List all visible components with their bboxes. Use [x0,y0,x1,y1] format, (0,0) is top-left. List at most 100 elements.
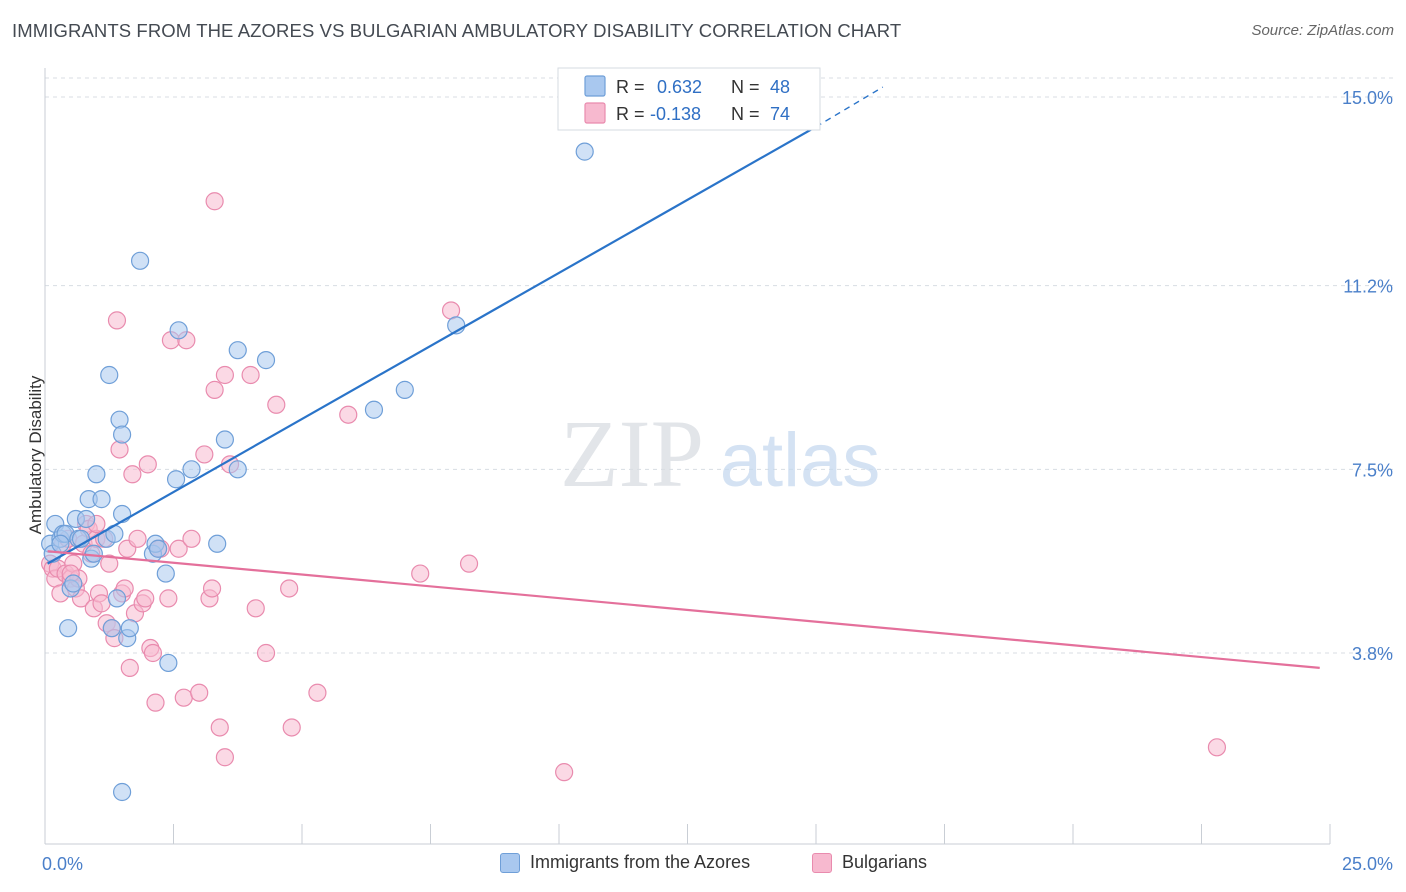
azores-point [112,425,132,444]
legend-swatch-blue [584,75,606,97]
trend-layer [47,86,1320,669]
bulgarian-point [280,579,299,598]
legend-n-value-1: 48 [770,77,790,97]
legend-r-label-1: R = [616,77,645,97]
azores-point [84,544,103,563]
legend-swatch-azores [500,852,520,873]
x-tick-label-min: 0.0% [42,854,83,874]
grid-layer [45,77,1395,654]
azores-point [51,534,70,553]
azores-point [364,400,384,419]
azores-point [148,539,168,558]
legend-bottom: Immigrants from the Azores Bulgarians [0,850,1406,880]
bulgarian-point [146,693,165,712]
azores-trend-extension [815,86,884,128]
points-layer [41,142,1227,802]
azores-point [166,470,186,489]
bulgarian-point [120,658,139,677]
legend-swatch-bulgarians [812,852,832,873]
azores-point [77,509,96,529]
bulgarian-point [555,763,574,782]
azores-point [112,782,132,802]
azores-point [215,430,234,449]
bulgarian-point [123,465,142,484]
bulgarian-point [308,683,327,702]
bulgarian-point [195,445,214,464]
bulgarian-point [202,579,222,598]
azores-point [100,365,119,385]
legend-n-label-1: N = [731,77,760,97]
azores-point [228,460,247,479]
bulgarian-point [1207,738,1227,757]
bulgarian-point [110,440,129,459]
azores-point [64,574,83,593]
bulgarian-point [159,589,178,608]
azores-point [107,589,127,608]
watermark-atlas: atlas [720,418,881,503]
x-tick-labels: 0.0% 25.0% [42,854,1393,874]
azores-point [92,490,111,509]
axis-layer [44,68,1331,845]
azores-trend-line [47,125,817,565]
azores-point [156,564,175,583]
y-tick-label: 15.0% [1342,88,1393,108]
bulgarian-point [190,683,209,702]
azores-point [59,619,78,638]
y-axis-label: Ambulatory Disability [26,375,45,535]
azores-point [159,653,178,673]
bulgarian-trend-line [47,550,1320,669]
bulgarian-point [182,529,201,548]
x-tick-label-max: 25.0% [1342,854,1393,874]
bulgarian-point [128,529,147,548]
bulgarian-point [246,599,265,618]
azores-point [228,341,247,360]
azores-point [575,142,594,161]
legend-item-azores: Immigrants from the Azores [500,852,750,873]
legend-swatch-pink [584,102,606,124]
azores-point [208,534,227,553]
bulgarian-point [205,380,224,399]
bulgarian-point [215,365,234,385]
bulgarian-point [339,405,358,424]
bulgarian-point [256,643,276,663]
legend-item-bulgarians: Bulgarians [812,852,927,873]
azores-point [182,460,201,479]
azores-point [102,619,121,638]
legend-top: R = 0.632 N = 48 R = -0.138 N = 74 [557,67,821,131]
bulgarian-point [282,718,301,737]
legend-label-azores: Immigrants from the Azores [530,852,751,872]
bulgarian-point [92,594,111,613]
bulgarian-point [107,311,127,330]
azores-point [169,321,188,340]
y-tick-label: 7.5% [1352,460,1393,480]
legend-r-value-2: -0.138 [650,104,701,124]
y-tick-label: 11.2% [1343,277,1393,297]
azores-point [110,410,129,429]
bulgarian-point [100,554,119,573]
y-tick-labels: 3.8% 7.5% 11.2% 15.0% [1342,88,1393,664]
legend-label-bulgarians: Bulgarians [842,852,928,872]
watermark-zip: ZIP [560,400,704,507]
azores-point [120,619,139,638]
legend-n-value-2: 74 [770,104,790,124]
bulgarian-point [174,688,193,707]
bulgarian-point [459,554,479,573]
bulgarian-point [143,643,163,663]
bulgarian-point [210,718,229,737]
azores-point [395,380,414,399]
bulgarian-point [241,365,260,385]
chart-title: IMMIGRANTS FROM THE AZORES VS BULGARIAN … [12,20,902,41]
bulgarian-point [205,192,224,211]
azores-point [256,351,276,370]
legend-r-value-1: 0.632 [657,77,702,97]
bulgarian-point [169,539,188,558]
y-tick-label: 3.8% [1352,644,1393,664]
azores-point [130,251,150,270]
azores-point [112,504,132,524]
bulgarian-point [136,589,155,608]
azores-point [87,465,106,484]
watermark: ZIP atlas [560,400,880,507]
bulgarian-point [138,455,157,474]
bulgarian-point [267,395,286,414]
